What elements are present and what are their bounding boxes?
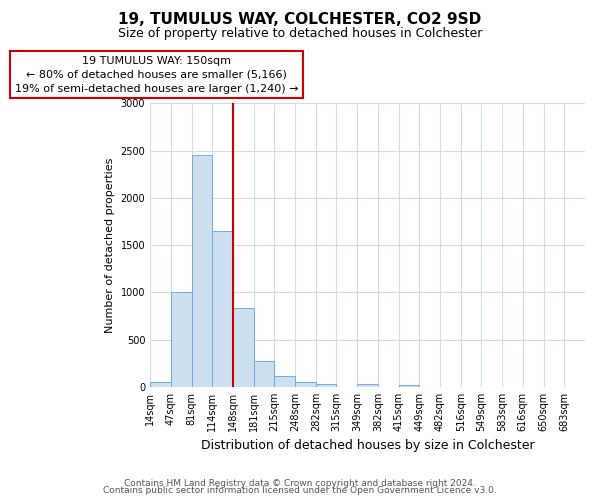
Bar	[398, 385, 419, 387]
Text: Contains public sector information licensed under the Open Government Licence v3: Contains public sector information licen…	[103, 486, 497, 495]
Text: Size of property relative to detached houses in Colchester: Size of property relative to detached ho…	[118, 28, 482, 40]
Bar	[212, 231, 233, 387]
Bar	[295, 382, 316, 387]
Y-axis label: Number of detached properties: Number of detached properties	[105, 158, 115, 333]
Bar	[357, 384, 378, 387]
Text: 19, TUMULUS WAY, COLCHESTER, CO2 9SD: 19, TUMULUS WAY, COLCHESTER, CO2 9SD	[118, 12, 482, 28]
Bar	[316, 384, 337, 387]
Bar	[274, 376, 295, 387]
Bar	[233, 308, 254, 387]
Bar	[191, 156, 212, 387]
Text: 19 TUMULUS WAY: 150sqm
← 80% of detached houses are smaller (5,166)
19% of semi-: 19 TUMULUS WAY: 150sqm ← 80% of detached…	[14, 56, 298, 94]
Bar	[150, 382, 171, 387]
X-axis label: Distribution of detached houses by size in Colchester: Distribution of detached houses by size …	[201, 440, 535, 452]
Bar	[171, 292, 191, 387]
Text: Contains HM Land Registry data © Crown copyright and database right 2024.: Contains HM Land Registry data © Crown c…	[124, 478, 476, 488]
Bar	[254, 362, 274, 387]
